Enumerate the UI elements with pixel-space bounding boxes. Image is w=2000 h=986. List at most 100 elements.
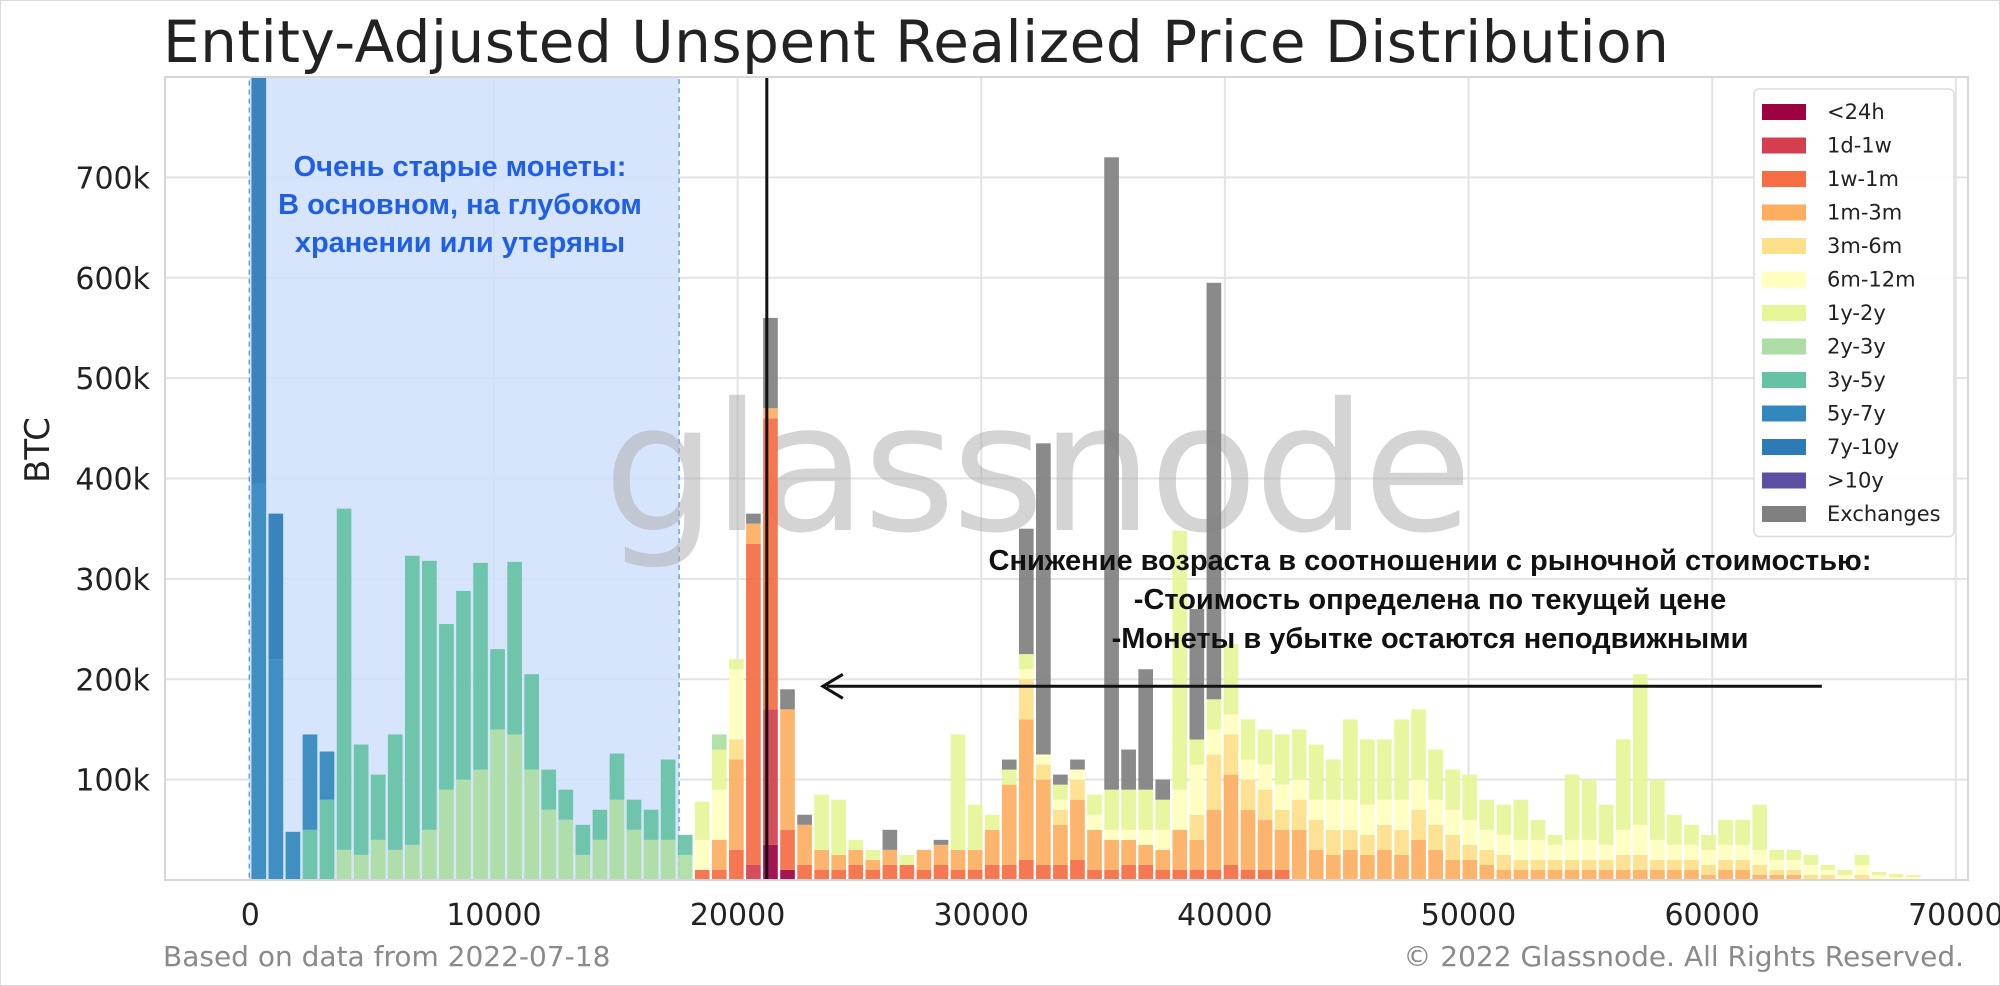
bar-segment-1y2y <box>831 799 847 855</box>
legend-item: 1w-1m <box>1762 167 1899 191</box>
bar-segment-3y5y <box>302 829 318 880</box>
bar-segment-3m6m <box>1206 754 1222 810</box>
bar-segment-1y2y <box>848 839 864 850</box>
bar-stack <box>507 561 522 880</box>
old-coins-annotation: Очень старые монеты: В основном, на глуб… <box>252 148 668 262</box>
legend-label: 3m-6m <box>1827 234 1902 258</box>
bar-segment-6m12m <box>1394 799 1409 830</box>
bar-segment-1y2y <box>1172 530 1188 790</box>
bar-segment-1y2y <box>1155 799 1171 830</box>
bar-segment-6m12m <box>1786 859 1802 870</box>
bar-segment-3m6m <box>1530 859 1546 870</box>
bar-segment-3y5y <box>439 624 454 790</box>
bar-segment-6m12m <box>1121 829 1136 840</box>
bar-segment-1m3m <box>797 824 812 865</box>
bar-segment-1y2y <box>1018 654 1034 670</box>
bar-segment-6m12m <box>1854 864 1870 875</box>
bar-stack <box>1547 834 1563 880</box>
bar-segment-6m12m <box>1479 829 1495 850</box>
bar-segment-1w1m <box>694 869 710 880</box>
bar-segment-1y2y <box>1820 864 1836 870</box>
bar-stack <box>1769 849 1785 880</box>
bar-segment-1y2y <box>1769 849 1785 860</box>
bar-segment-3m6m <box>1854 874 1870 880</box>
legend-item: 3y-5y <box>1762 368 1886 392</box>
bar-segment-Exchanges <box>1018 528 1034 655</box>
bar-segment-1m3m <box>1513 869 1529 880</box>
bar-segment-1m3m <box>1223 774 1239 865</box>
bar-segment-1y2y <box>694 801 710 840</box>
bar-segment-1y2y <box>1513 799 1529 840</box>
bar-stack <box>1087 794 1102 880</box>
bar-segment-3m6m <box>1445 834 1461 860</box>
bar-stack <box>933 839 949 880</box>
bar-segment-3m6m <box>1581 859 1597 870</box>
bar-segment-1w1m <box>967 869 983 880</box>
bar-stack <box>1189 608 1205 880</box>
bar-segment-3m6m <box>1325 829 1341 855</box>
bar-segment-5y7y <box>268 659 284 880</box>
bar-segment-1w1m <box>865 869 881 880</box>
market-annotation: Снижение возраста в соотношении с рыночн… <box>900 542 1960 659</box>
bar-segment-3m6m <box>1360 834 1375 855</box>
y-tick-label: 600k <box>75 262 150 297</box>
bar-segment-3m6m <box>1513 859 1529 870</box>
legend-swatch <box>1762 137 1806 154</box>
bar-stack <box>422 560 437 880</box>
bar-stack <box>387 734 403 880</box>
legend-item: 1y-2y <box>1762 301 1886 325</box>
bar-segment-1m3m <box>1308 849 1324 880</box>
bar-segment-3y5y <box>473 562 488 770</box>
bar-stack <box>353 744 369 880</box>
bar-segment-3m6m <box>1820 874 1836 880</box>
bar-segment-1y2y <box>1530 819 1546 840</box>
legend-label: 1d-1w <box>1827 134 1892 158</box>
bar-stack <box>1667 814 1682 880</box>
bar-segment-1y2y <box>1001 769 1017 785</box>
bar-segment-1m3m <box>1598 869 1614 880</box>
bar-stack <box>285 831 301 880</box>
bar-segment-1m3m <box>950 849 966 870</box>
bar-stack <box>1530 819 1546 880</box>
bar-segment-6m12m <box>711 789 727 840</box>
bar-stack <box>1445 769 1461 880</box>
bar-segment-3y5y <box>422 560 437 830</box>
bar-segment-1y2y <box>1104 789 1119 830</box>
bar-segment-1w1m <box>831 869 847 880</box>
bar-segment-3m6m <box>1274 809 1290 830</box>
bar-segment-1w1m <box>984 864 1000 880</box>
bar-segment-1m3m <box>1087 829 1102 870</box>
bar-segment-3m6m <box>1018 679 1034 720</box>
bar-stack <box>1650 779 1665 880</box>
bar-segment-1w1m <box>1274 869 1290 880</box>
bar-segment-3m6m <box>1718 859 1733 870</box>
bar-segment-3m6m <box>1615 854 1631 870</box>
bar-segment-Exchanges <box>797 814 812 825</box>
bar-segment-5y7y <box>251 483 267 880</box>
bar-segment-1y2y <box>1854 854 1870 865</box>
bar-segment-2y3y <box>592 839 608 880</box>
x-tick-label: 70000 <box>1908 898 2000 933</box>
legend-label: 1m-3m <box>1827 201 1902 225</box>
bar-stack <box>1905 874 1921 880</box>
bar-stack <box>1479 799 1495 880</box>
bar-segment-1w1m <box>916 869 932 880</box>
legend-label: >10y <box>1827 469 1884 493</box>
bar-segment-1y2y <box>1053 784 1068 800</box>
bar-segment-1m3m <box>1155 849 1171 870</box>
market-annotation-line-2: -Стоимость определена по текущей цене <box>1133 584 1727 616</box>
bar-segment-6m12m <box>1377 799 1392 825</box>
bar-stack <box>1223 644 1239 880</box>
bar-segment-1y2y <box>1598 804 1614 845</box>
market-annotation-line-3: -Монеты в убытке остаются неподвижными <box>1111 623 1749 655</box>
bar-stack <box>575 824 591 880</box>
bar-stack <box>797 814 812 880</box>
bar-stack <box>1240 719 1256 880</box>
legend-swatch <box>1762 271 1806 288</box>
bar-stack <box>729 659 744 880</box>
bar-segment-Exchanges <box>1053 774 1068 785</box>
bar-segment-2y3y <box>677 854 693 880</box>
bar-segment-24h <box>780 869 795 880</box>
bar-stack <box>1752 804 1768 880</box>
